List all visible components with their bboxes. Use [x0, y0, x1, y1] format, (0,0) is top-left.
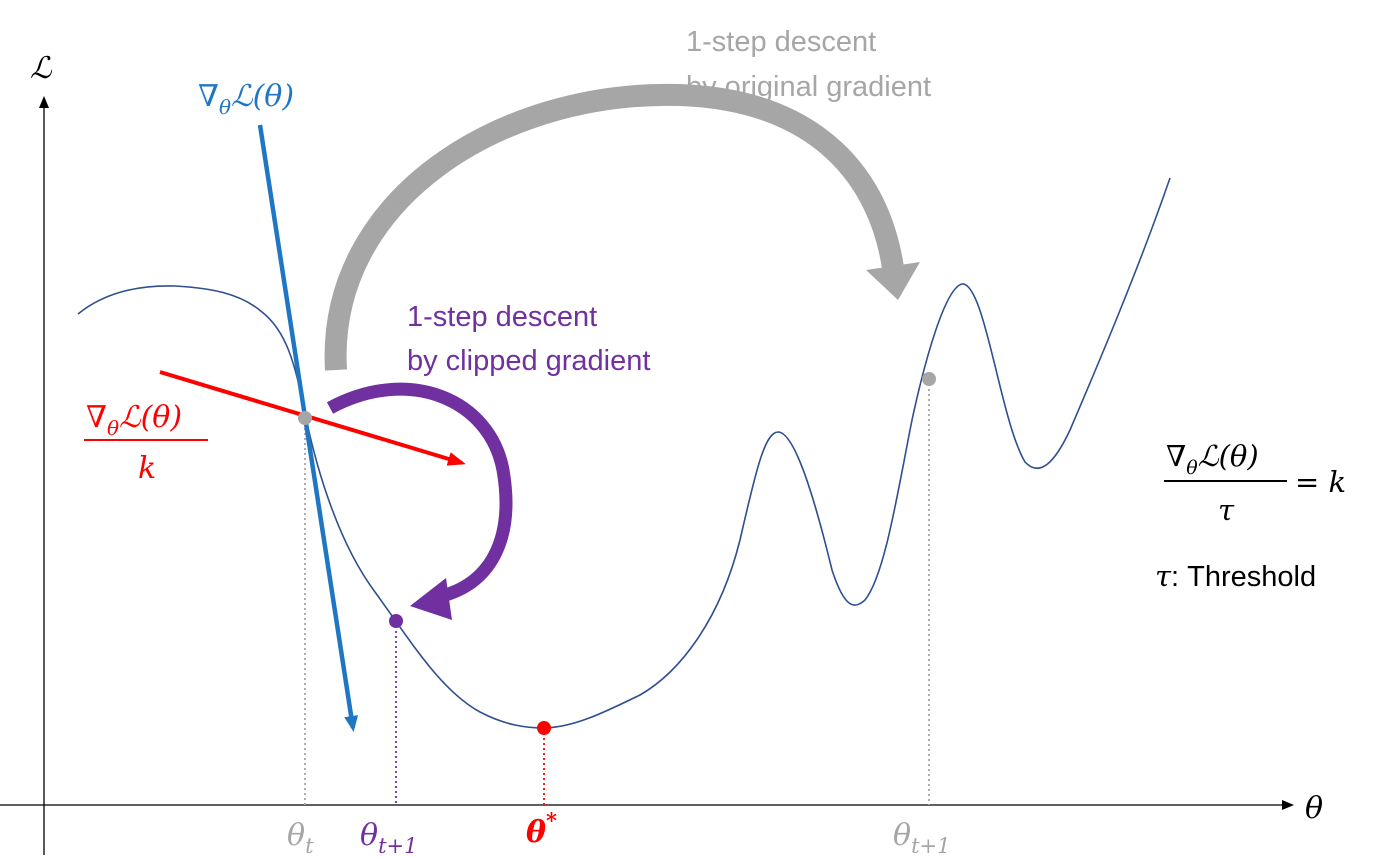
svg-text:τ: τ [1218, 493, 1235, 527]
gradient-label: ∇θℒ(θ) [198, 79, 294, 119]
svg-text:by clipped gradient: by clipped gradient [407, 345, 650, 377]
svg-text:= k: = k [1295, 465, 1346, 499]
clipped-step-arrow [326, 382, 513, 604]
point-theta-star [537, 721, 551, 735]
tick-theta-t: θt [287, 818, 314, 858]
point-theta-t [298, 411, 312, 425]
svg-text:1-step descent: 1-step descent [407, 301, 597, 333]
svg-text:by original gradient: by original gradient [686, 71, 931, 103]
y-axis-label: ℒ [30, 51, 53, 86]
svg-text:∇θℒ(θ): ∇θℒ(θ) [1166, 439, 1259, 479]
original-step-label: 1-step descent by original gradient [686, 26, 931, 103]
svg-text:1-step descent: 1-step descent [686, 26, 876, 58]
original-step-arrow [324, 83, 904, 371]
loss-curve [77, 177, 1171, 729]
tick-theta-t1-clipped: θt+1 [360, 818, 417, 858]
svg-text:k: k [138, 451, 156, 486]
point-theta-t1-clipped [389, 614, 403, 628]
threshold-note: τ: Threshold [1155, 559, 1316, 593]
tick-theta-t1-original: θt+1 [893, 818, 950, 858]
clipped-step-label: 1-step descent by clipped gradient [407, 301, 650, 377]
clipped-step-arrowhead [410, 578, 452, 620]
x-axis-label: θ [1305, 791, 1323, 826]
original-step-arrowhead [866, 262, 920, 300]
clipped-gradient-label: ∇θℒ(θ) k [84, 400, 208, 486]
svg-text:∇θℒ(θ): ∇θℒ(θ) [86, 400, 182, 440]
tick-theta-star: θ* [526, 808, 557, 850]
point-theta-t1-original [922, 372, 936, 386]
gradient-line [257, 124, 359, 732]
clipping-formula: ∇θℒ(θ) τ = k [1164, 439, 1346, 527]
